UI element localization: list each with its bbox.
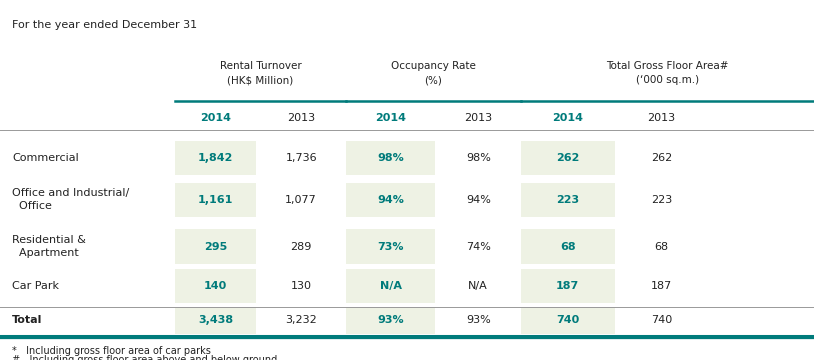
Text: 1,161: 1,161 <box>198 195 234 205</box>
Text: Residential &: Residential & <box>12 235 86 245</box>
Text: 1,842: 1,842 <box>198 153 234 163</box>
Bar <box>346 141 435 175</box>
Text: Total Gross Floor Area#
(‘000 sq.m.): Total Gross Floor Area# (‘000 sq.m.) <box>606 61 729 85</box>
Text: 94%: 94% <box>377 195 405 205</box>
Text: 2014: 2014 <box>200 113 231 123</box>
Bar <box>175 141 256 175</box>
Text: Commercial: Commercial <box>12 153 79 163</box>
Bar <box>521 307 615 334</box>
Text: 262: 262 <box>650 153 672 163</box>
Text: 223: 223 <box>556 195 580 205</box>
Text: Office and Industrial/: Office and Industrial/ <box>12 189 129 198</box>
Bar <box>346 269 435 303</box>
Text: Car Park: Car Park <box>12 281 59 291</box>
Text: Occupancy Rate
(%): Occupancy Rate (%) <box>391 61 476 85</box>
Text: 3,232: 3,232 <box>285 315 317 325</box>
Bar <box>175 183 256 217</box>
Text: 2014: 2014 <box>552 113 584 123</box>
Text: *   Including gross floor area of car parks: * Including gross floor area of car park… <box>12 346 211 356</box>
Text: #   Including gross floor area above and below ground: # Including gross floor area above and b… <box>12 355 278 360</box>
Text: 187: 187 <box>556 281 580 291</box>
Text: 289: 289 <box>291 242 312 252</box>
Text: 93%: 93% <box>466 315 491 325</box>
Text: 2013: 2013 <box>464 113 492 123</box>
Text: 93%: 93% <box>378 315 404 325</box>
Text: 2014: 2014 <box>375 113 406 123</box>
Text: 98%: 98% <box>378 153 404 163</box>
Text: 94%: 94% <box>466 195 491 205</box>
Text: 73%: 73% <box>378 242 404 252</box>
Bar <box>521 269 615 303</box>
Bar <box>521 183 615 217</box>
Text: 187: 187 <box>650 281 672 291</box>
Text: 740: 740 <box>650 315 672 325</box>
Text: N/A: N/A <box>468 281 488 291</box>
Text: N/A: N/A <box>379 281 402 291</box>
Text: Apartment: Apartment <box>12 248 79 258</box>
Text: 223: 223 <box>650 195 672 205</box>
Text: 130: 130 <box>291 281 312 291</box>
Text: 2013: 2013 <box>647 113 676 123</box>
Text: Office: Office <box>12 201 52 211</box>
Bar <box>175 269 256 303</box>
Text: 2013: 2013 <box>287 113 315 123</box>
Bar <box>346 183 435 217</box>
Text: 3,438: 3,438 <box>198 315 234 325</box>
Text: For the year ended December 31: For the year ended December 31 <box>12 20 197 30</box>
Text: 140: 140 <box>204 281 227 291</box>
Bar <box>346 307 435 334</box>
Text: 295: 295 <box>204 242 227 252</box>
Text: 1,736: 1,736 <box>286 153 317 163</box>
Text: Rental Turnover
(HK$ Million): Rental Turnover (HK$ Million) <box>220 61 301 85</box>
Bar <box>346 230 435 264</box>
Text: 98%: 98% <box>466 153 491 163</box>
Text: 68: 68 <box>560 242 575 252</box>
Text: 740: 740 <box>556 315 580 325</box>
Text: Total: Total <box>12 315 42 325</box>
Bar <box>521 230 615 264</box>
Bar <box>175 230 256 264</box>
Text: 262: 262 <box>556 153 580 163</box>
Text: 74%: 74% <box>466 242 491 252</box>
Text: 1,077: 1,077 <box>285 195 317 205</box>
Bar <box>521 141 615 175</box>
Text: 68: 68 <box>654 242 668 252</box>
Bar <box>175 307 256 334</box>
